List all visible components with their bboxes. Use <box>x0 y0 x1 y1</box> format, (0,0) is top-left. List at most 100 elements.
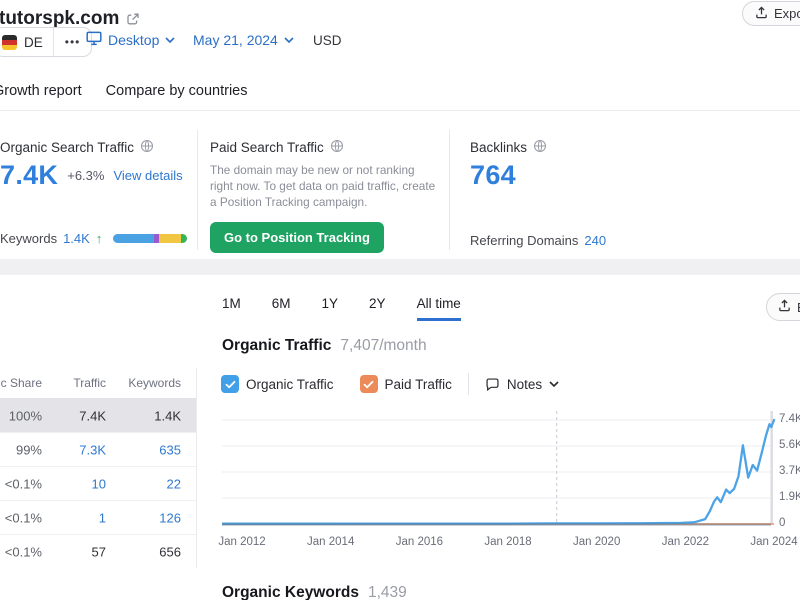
keywords-summary: Keywords 1.4K ↑ <box>0 231 188 246</box>
device-label: Desktop <box>108 32 160 48</box>
cell-keywords-link[interactable]: 126 <box>159 510 181 525</box>
x-tick: Jan 2016 <box>395 536 444 548</box>
cell-share: <0.1% <box>4 510 42 525</box>
chart-export-label: Export <box>797 300 800 315</box>
organic-keywords-section-title: Organic Keywords 1,439 <box>222 584 407 600</box>
time-range-tabs: 1M 6M 1Y 2Y All time <box>222 296 461 321</box>
table-row-worldwide[interactable]: 100% 7.4K 1.4K <box>0 398 196 432</box>
notes-label: Notes <box>506 376 543 392</box>
cell-traffic-link[interactable]: 7.3K <box>79 442 106 457</box>
go-to-position-tracking-button[interactable]: Go to Position Tracking <box>210 222 384 253</box>
referring-domains: Referring Domains 240 <box>470 233 607 248</box>
cell-traffic-link[interactable]: 10 <box>91 476 106 491</box>
keywords-intent-bar <box>113 234 188 243</box>
globe-icon <box>533 139 547 156</box>
y-tick: 7.4K <box>779 413 800 425</box>
range-2y[interactable]: 2Y <box>369 296 386 311</box>
section-separator <box>0 259 800 275</box>
external-link-icon[interactable] <box>126 12 140 26</box>
currency-selector[interactable]: USD <box>313 33 342 48</box>
database-selector[interactable]: DE ••• <box>0 27 93 57</box>
organic-traffic-value: 7.4K <box>0 160 59 190</box>
table-header-row: Traffic Share Traffic Keywords <box>0 368 196 398</box>
cell-keywords: 1.4K <box>154 408 181 423</box>
paid-traffic-checkbox[interactable] <box>359 375 378 393</box>
range-1y[interactable]: 1Y <box>321 296 339 311</box>
x-tick: Jan 2024 <box>750 536 798 548</box>
table-row[interactable]: <0.1% 10 22 <box>0 466 196 500</box>
database-code: DE <box>24 34 43 50</box>
tab-compare-by-countries[interactable]: Compare by countries <box>105 83 248 99</box>
x-axis-labels: Jan 2012 Jan 2014 Jan 2016 Jan 2018 Jan … <box>218 536 800 552</box>
organic-traffic-change: +6.3% <box>67 168 105 183</box>
cell-traffic: 57 <box>91 544 106 559</box>
tab-growth-report[interactable]: Growth report <box>0 83 82 99</box>
x-tick: Jan 2022 <box>661 536 710 548</box>
chevron-down-icon <box>549 381 559 387</box>
germany-flag-icon <box>2 34 17 50</box>
device-selector[interactable]: Desktop <box>86 31 175 49</box>
referring-domains-link[interactable]: 240 <box>584 233 607 248</box>
table-row[interactable]: 99% 7.3K 635 <box>0 432 196 466</box>
more-databases-button[interactable]: ••• <box>64 35 81 49</box>
globe-icon <box>330 139 344 156</box>
range-6m[interactable]: 6M <box>271 296 291 311</box>
chart-legend: Organic Traffic Paid Traffic Notes <box>221 373 559 395</box>
divider <box>197 130 198 250</box>
domain-name: tutorspk.com <box>0 8 120 29</box>
organic-traffic-checkbox[interactable] <box>221 375 239 393</box>
backlinks-value: 764 <box>470 160 516 190</box>
page-title: tutorspk.com <box>0 8 140 30</box>
export-button[interactable]: Export <box>742 1 800 26</box>
range-1m[interactable]: 1M <box>222 296 241 311</box>
cell-keywords-link[interactable]: 635 <box>159 442 181 457</box>
gridlines <box>222 419 770 499</box>
date-selector[interactable]: May 21, 2024 <box>193 32 294 48</box>
table-row[interactable]: <0.1% 1 126 <box>0 500 196 534</box>
x-tick: Jan 2020 <box>573 536 621 548</box>
upload-icon <box>755 5 768 22</box>
col-header-traffic: Traffic <box>73 376 106 390</box>
y-tick: 0 <box>779 517 786 529</box>
organic-traffic-metric: 7.4K +6.3% View details <box>0 160 183 191</box>
cell-keywords: 656 <box>159 544 181 559</box>
cell-keywords-link[interactable]: 22 <box>166 476 181 491</box>
divider <box>52 28 54 56</box>
cell-share: <0.1% <box>4 476 42 491</box>
traffic-by-country-table: Traffic Share Traffic Keywords 100% 7.4K… <box>0 368 197 568</box>
cell-share: <0.1% <box>4 544 42 559</box>
view-details-link[interactable]: View details <box>113 168 183 183</box>
organic-search-traffic-title: Organic Search Traffic <box>0 139 154 156</box>
legend-organic-label: Organic Traffic <box>246 376 334 392</box>
paid-search-traffic-title: Paid Search Traffic <box>210 139 344 156</box>
divider <box>449 130 450 250</box>
y-tick: 3.7K <box>779 465 800 477</box>
x-tick: Jan 2018 <box>484 536 532 548</box>
divider <box>467 373 469 395</box>
cell-share: 100% <box>8 408 42 423</box>
cell-traffic-link[interactable]: 1 <box>98 510 106 525</box>
table-row[interactable]: <0.1% 57 656 <box>0 534 196 568</box>
monitor-icon <box>86 31 102 49</box>
backlinks-title: Backlinks <box>470 139 547 156</box>
organic-traffic-chart[interactable] <box>222 405 800 531</box>
organic-keywords-count: 1,439 <box>367 584 407 600</box>
range-all-time[interactable]: All time <box>416 296 461 321</box>
chevron-down-icon <box>284 37 294 43</box>
notes-bubble-icon <box>486 377 499 391</box>
keywords-count-link[interactable]: 1.4K <box>63 231 90 246</box>
chart-export-button[interactable]: Export <box>766 293 800 321</box>
y-tick: 5.6K <box>779 439 800 451</box>
legend-paid-label: Paid Traffic <box>384 376 452 392</box>
chart-title: Organic Traffic 7,407/month <box>222 337 427 354</box>
chart-subtitle: 7,407/month <box>340 337 427 354</box>
y-tick: 1.9K <box>779 491 800 503</box>
notes-dropdown[interactable]: Notes <box>485 377 559 392</box>
trend-up-arrow: ↑ <box>95 231 103 246</box>
x-tick: Jan 2014 <box>307 536 355 548</box>
report-tabs: Growth report Compare by countries <box>0 83 248 99</box>
x-tick: Jan 2012 <box>218 536 266 548</box>
date-label: May 21, 2024 <box>193 32 278 48</box>
col-header-traffic-share: Traffic Share <box>0 376 42 390</box>
